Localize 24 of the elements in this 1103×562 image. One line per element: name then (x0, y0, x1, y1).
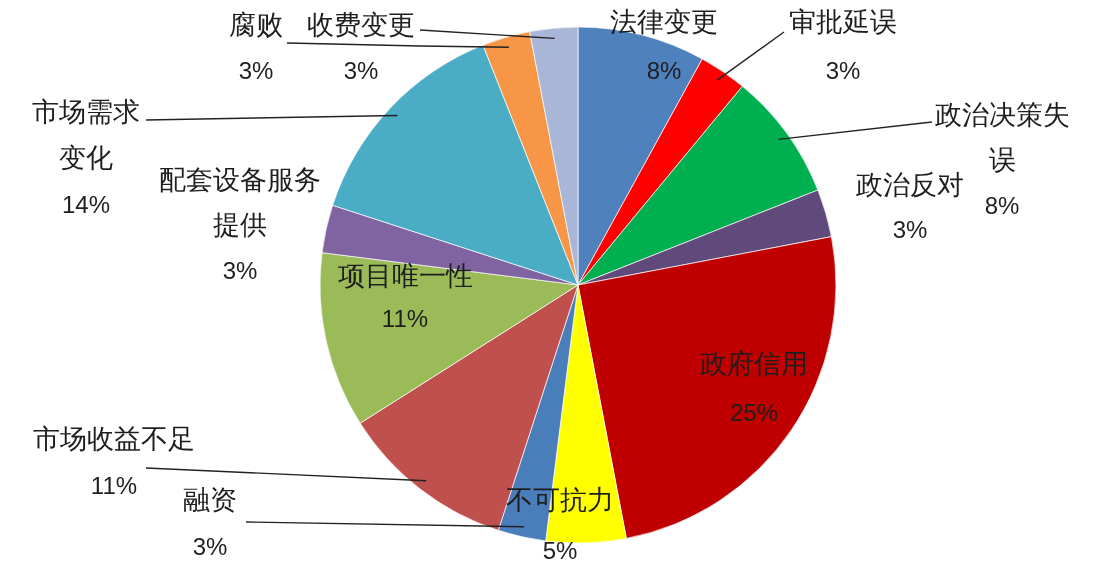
slice-label: 政府信用 (700, 349, 808, 379)
slice-label: 项目唯一性 (337, 261, 473, 291)
slice-label: 市场需求变化 (32, 97, 140, 173)
slice-label: 配套设备服务提供 (159, 165, 321, 240)
data-label: 8% (984, 191, 1020, 219)
slice-label: 腐败 (229, 10, 283, 40)
data-label: 3% (238, 56, 274, 84)
slice-label: 收费变更 (307, 10, 415, 40)
data-label: 5% (542, 536, 578, 562)
data-label: 3% (343, 56, 379, 84)
data-label: 11% (90, 471, 138, 499)
slice-label: 审批延误 (789, 7, 897, 37)
slice-label: 市场收益不足 (33, 424, 195, 454)
data-label: 3% (825, 56, 861, 84)
slice-label: 融资 (183, 485, 237, 515)
data-label: 3% (192, 532, 228, 560)
data-label: 11% (381, 304, 429, 332)
slice-label: 法律变更 (610, 7, 718, 37)
data-label: 14% (61, 190, 111, 218)
slice-label: 政治反对 (856, 170, 964, 200)
data-label: 8% (646, 56, 682, 84)
data-label: 3% (892, 215, 928, 243)
data-label: 25% (729, 398, 779, 426)
data-label: 3% (222, 256, 258, 284)
